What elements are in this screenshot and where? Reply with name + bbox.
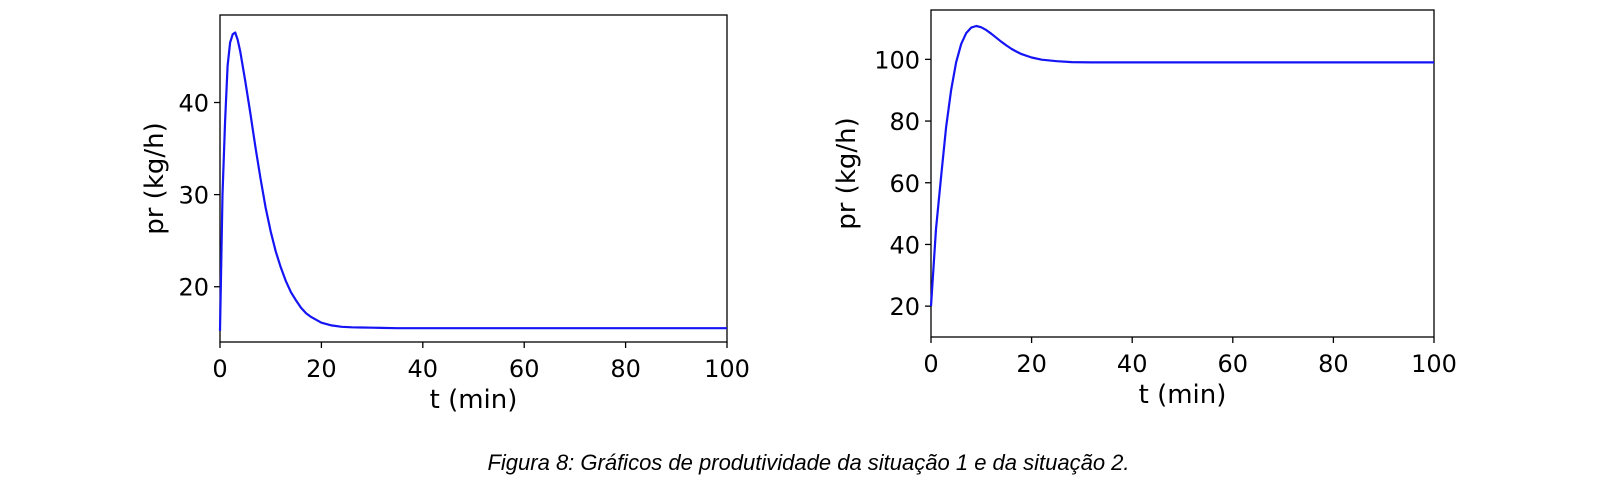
y-axis-label: pr (kg/h): [832, 117, 862, 230]
x-tick-label: 0: [923, 350, 938, 378]
x-tick-label: 20: [1016, 350, 1047, 378]
x-tick-label: 0: [212, 355, 227, 383]
x-tick-label: 40: [408, 355, 439, 383]
x-tick-label: 80: [610, 355, 641, 383]
y-tick-label: 40: [889, 231, 920, 259]
x-tick-label: 60: [509, 355, 540, 383]
y-tick-label: 80: [889, 108, 920, 136]
x-tick-label: 60: [1218, 350, 1249, 378]
x-tick-label: 100: [704, 355, 750, 383]
chart-situation-2: 0 20 40 60 80 100 20 40 60 80 100 t (min) pr (kg/h): [832, 9, 1457, 410]
y-axis-label: pr (kg/h): [140, 122, 170, 235]
x-tick-label: 100: [1411, 350, 1457, 378]
y-tick-label: 60: [889, 170, 920, 198]
x-axis-label: t (min): [430, 385, 518, 415]
y-tick-label: 100: [874, 46, 920, 74]
y-tick-label: 40: [178, 90, 209, 118]
series-line: [218, 31, 727, 331]
x-tick-label: 80: [1318, 350, 1349, 378]
figure-caption: Figura 8: Gráficos de produtividade da s…: [487, 450, 1130, 475]
plot-area: [930, 9, 1435, 338]
x-tick-label: 40: [1117, 350, 1148, 378]
series-line: [929, 24, 1434, 307]
y-tick-label: 20: [889, 293, 920, 321]
plot-area: [219, 14, 728, 343]
x-axis-label: t (min): [1139, 380, 1227, 410]
y-tick-label: 30: [178, 182, 209, 210]
y-tick-label: 20: [178, 274, 209, 302]
x-tick-label: 20: [306, 355, 337, 383]
